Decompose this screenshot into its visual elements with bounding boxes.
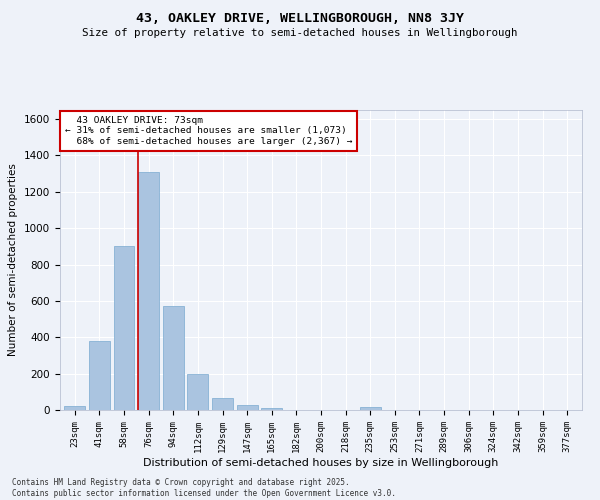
Text: Size of property relative to semi-detached houses in Wellingborough: Size of property relative to semi-detach… [82, 28, 518, 38]
Bar [187, 374, 208, 410]
Text: Contains HM Land Registry data © Crown copyright and database right 2025.
Contai: Contains HM Land Registry data © Crown c… [12, 478, 396, 498]
Text: 43, OAKLEY DRIVE, WELLINGBOROUGH, NN8 3JY: 43, OAKLEY DRIVE, WELLINGBOROUGH, NN8 3J… [136, 12, 464, 26]
Bar [64, 406, 85, 410]
Bar [89, 341, 110, 410]
Y-axis label: Number of semi-detached properties: Number of semi-detached properties [8, 164, 19, 356]
Bar [236, 405, 257, 410]
Bar [212, 398, 233, 410]
Bar [113, 246, 134, 410]
Bar [360, 408, 381, 410]
Text: 43 OAKLEY DRIVE: 73sqm
← 31% of semi-detached houses are smaller (1,073)
  68% o: 43 OAKLEY DRIVE: 73sqm ← 31% of semi-det… [65, 116, 353, 146]
Bar [261, 408, 282, 410]
X-axis label: Distribution of semi-detached houses by size in Wellingborough: Distribution of semi-detached houses by … [143, 458, 499, 468]
Bar [163, 306, 184, 410]
Bar [138, 172, 159, 410]
